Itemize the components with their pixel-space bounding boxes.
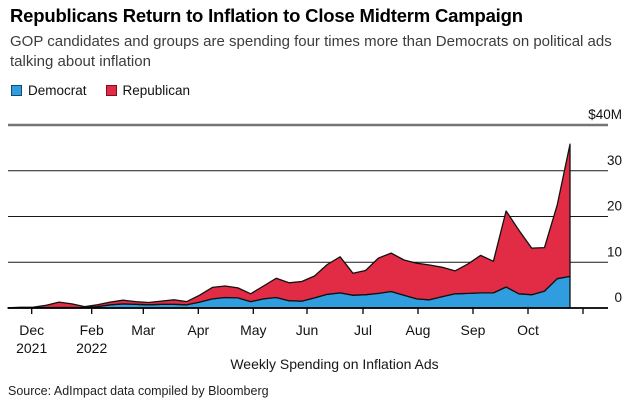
democrat-swatch-icon bbox=[11, 85, 22, 96]
y-axis-label-20: 20 bbox=[607, 199, 622, 214]
source-note: Source: AdImpact data compiled by Bloomb… bbox=[8, 384, 269, 398]
legend-label-democrat: Democrat bbox=[28, 83, 87, 98]
y-axis-label-40: $40M bbox=[588, 107, 622, 122]
x-axis-label-jul: Jul bbox=[354, 322, 372, 338]
x-axis-label-apr: Apr bbox=[187, 322, 209, 338]
y-axis-label-0: 0 bbox=[614, 290, 622, 305]
legend-item-democrat: Democrat bbox=[11, 83, 87, 98]
chart-subtitle: GOP candidates and groups are spending f… bbox=[10, 33, 612, 70]
x-axis-label-dec: Dec bbox=[19, 322, 44, 338]
chart-legend: Democrat Republican bbox=[11, 83, 190, 98]
x-axis-label-feb: Feb bbox=[80, 322, 104, 338]
republican-area bbox=[7, 143, 571, 309]
republican-swatch-icon bbox=[105, 85, 117, 96]
x-axis-label-mar: Mar bbox=[131, 322, 155, 338]
x-axis-title: Weekly Spending on Inflation Ads bbox=[230, 356, 439, 372]
y-axis-label-10: 10 bbox=[607, 244, 622, 259]
x-axis-year-label-2022: 2022 bbox=[76, 340, 107, 356]
x-axis-label-sep: Sep bbox=[461, 322, 486, 338]
legend-item-republican: Republican bbox=[105, 83, 191, 98]
x-axis-label-jun: Jun bbox=[296, 322, 319, 338]
legend-label-republican: Republican bbox=[122, 83, 191, 98]
y-axis-label-30: 30 bbox=[607, 153, 622, 168]
page-title: Republicans Return to Inflation to Close… bbox=[10, 5, 523, 26]
x-axis-label-oct: Oct bbox=[517, 322, 539, 338]
x-axis-label-aug: Aug bbox=[406, 322, 431, 338]
x-axis-label-may: May bbox=[240, 322, 266, 338]
x-axis-year-label-2021: 2021 bbox=[16, 340, 47, 356]
